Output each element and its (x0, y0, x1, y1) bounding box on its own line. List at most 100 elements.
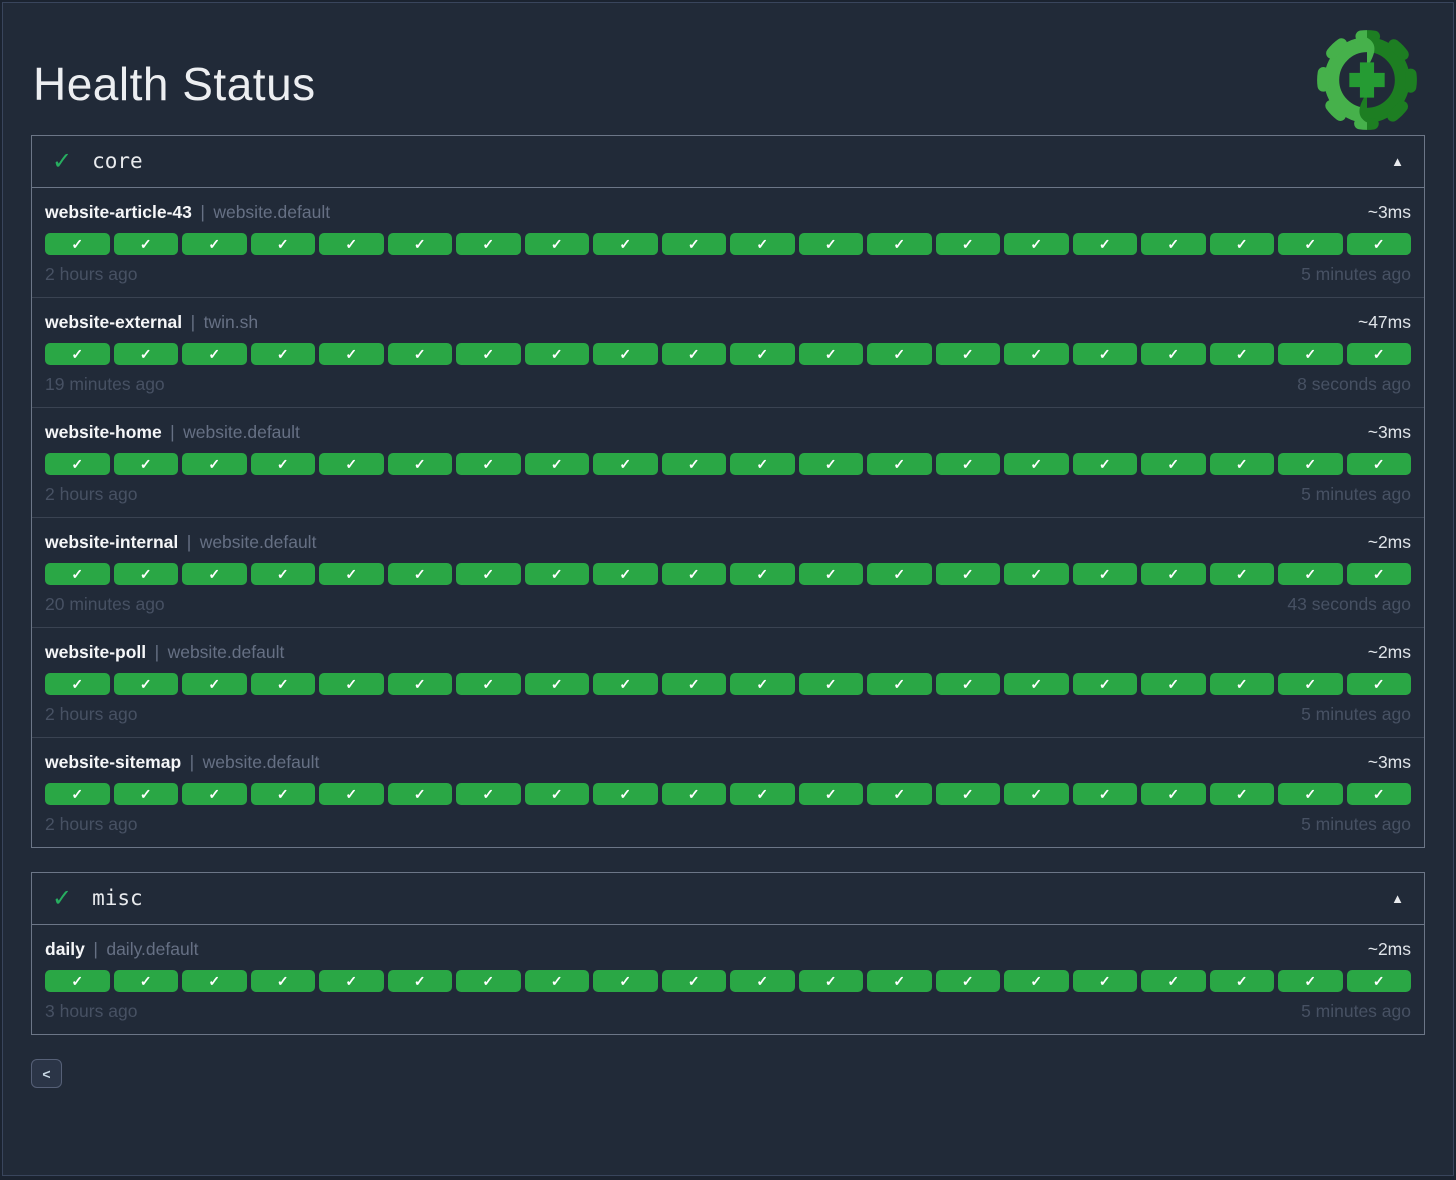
health-check-pill[interactable]: ✓ (1346, 233, 1411, 255)
health-check-pill[interactable]: ✓ (113, 673, 178, 695)
health-check-pill[interactable]: ✓ (1072, 343, 1137, 365)
health-check-pill[interactable]: ✓ (1209, 970, 1274, 992)
health-check-pill[interactable]: ✓ (113, 783, 178, 805)
health-check-pill[interactable]: ✓ (593, 343, 658, 365)
health-check-pill[interactable]: ✓ (935, 233, 1000, 255)
health-check-pill[interactable]: ✓ (387, 673, 452, 695)
health-check-pill[interactable]: ✓ (182, 970, 247, 992)
health-check-pill[interactable]: ✓ (1278, 343, 1343, 365)
health-check-pill[interactable]: ✓ (319, 970, 384, 992)
health-check-pill[interactable]: ✓ (387, 453, 452, 475)
health-check-pill[interactable]: ✓ (456, 783, 521, 805)
health-check-pill[interactable]: ✓ (387, 343, 452, 365)
section-header[interactable]: ✓ core ▲ (32, 136, 1424, 188)
health-check-pill[interactable]: ✓ (387, 563, 452, 585)
health-check-pill[interactable]: ✓ (319, 453, 384, 475)
health-check-pill[interactable]: ✓ (867, 343, 932, 365)
health-check-pill[interactable]: ✓ (182, 233, 247, 255)
health-check-pill[interactable]: ✓ (935, 970, 1000, 992)
health-check-pill[interactable]: ✓ (456, 453, 521, 475)
health-check-pill[interactable]: ✓ (661, 343, 726, 365)
health-check-pill[interactable]: ✓ (1004, 673, 1069, 695)
health-check-pill[interactable]: ✓ (798, 343, 863, 365)
health-check-pill[interactable]: ✓ (182, 783, 247, 805)
health-check-pill[interactable]: ✓ (524, 343, 589, 365)
collapse-all-button[interactable]: < (31, 1059, 62, 1088)
health-check-pill[interactable]: ✓ (593, 783, 658, 805)
health-check-pill[interactable]: ✓ (456, 343, 521, 365)
health-check-pill[interactable]: ✓ (1141, 343, 1206, 365)
health-check-pill[interactable]: ✓ (524, 563, 589, 585)
health-check-pill[interactable]: ✓ (1141, 453, 1206, 475)
health-check-pill[interactable]: ✓ (182, 453, 247, 475)
health-check-pill[interactable]: ✓ (1278, 970, 1343, 992)
health-check-pill[interactable]: ✓ (1278, 233, 1343, 255)
health-check-pill[interactable]: ✓ (1072, 673, 1137, 695)
health-check-pill[interactable]: ✓ (730, 970, 795, 992)
health-check-pill[interactable]: ✓ (1141, 970, 1206, 992)
health-check-pill[interactable]: ✓ (182, 673, 247, 695)
health-check-pill[interactable]: ✓ (1004, 343, 1069, 365)
health-check-pill[interactable]: ✓ (1209, 233, 1274, 255)
health-check-pill[interactable]: ✓ (1209, 563, 1274, 585)
health-check-pill[interactable]: ✓ (730, 343, 795, 365)
health-check-pill[interactable]: ✓ (661, 783, 726, 805)
health-check-pill[interactable]: ✓ (1004, 783, 1069, 805)
health-check-pill[interactable]: ✓ (319, 233, 384, 255)
health-check-pill[interactable]: ✓ (661, 970, 726, 992)
health-check-pill[interactable]: ✓ (867, 453, 932, 475)
health-check-pill[interactable]: ✓ (593, 563, 658, 585)
health-check-pill[interactable]: ✓ (456, 563, 521, 585)
health-check-pill[interactable]: ✓ (661, 673, 726, 695)
health-check-pill[interactable]: ✓ (798, 673, 863, 695)
health-check-pill[interactable]: ✓ (250, 970, 315, 992)
health-check-pill[interactable]: ✓ (1278, 453, 1343, 475)
health-check-pill[interactable]: ✓ (113, 233, 178, 255)
health-check-pill[interactable]: ✓ (935, 343, 1000, 365)
health-check-pill[interactable]: ✓ (113, 343, 178, 365)
health-check-pill[interactable]: ✓ (524, 233, 589, 255)
section-header[interactable]: ✓ misc ▲ (32, 873, 1424, 925)
health-check-pill[interactable]: ✓ (1278, 563, 1343, 585)
health-check-pill[interactable]: ✓ (524, 970, 589, 992)
health-check-pill[interactable]: ✓ (593, 233, 658, 255)
health-check-pill[interactable]: ✓ (730, 233, 795, 255)
health-check-pill[interactable]: ✓ (1141, 783, 1206, 805)
health-check-pill[interactable]: ✓ (798, 453, 863, 475)
health-check-pill[interactable]: ✓ (867, 673, 932, 695)
health-check-pill[interactable]: ✓ (1346, 783, 1411, 805)
health-check-pill[interactable]: ✓ (1072, 970, 1137, 992)
health-check-pill[interactable]: ✓ (1141, 673, 1206, 695)
health-check-pill[interactable]: ✓ (524, 783, 589, 805)
health-check-pill[interactable]: ✓ (798, 783, 863, 805)
health-check-pill[interactable]: ✓ (798, 563, 863, 585)
health-check-pill[interactable]: ✓ (1346, 343, 1411, 365)
health-check-pill[interactable]: ✓ (935, 783, 1000, 805)
health-check-pill[interactable]: ✓ (867, 783, 932, 805)
health-check-pill[interactable]: ✓ (45, 970, 110, 992)
health-check-pill[interactable]: ✓ (1209, 673, 1274, 695)
health-check-pill[interactable]: ✓ (45, 783, 110, 805)
health-check-pill[interactable]: ✓ (1004, 563, 1069, 585)
health-check-pill[interactable]: ✓ (319, 783, 384, 805)
health-check-pill[interactable]: ✓ (867, 970, 932, 992)
health-check-pill[interactable]: ✓ (45, 233, 110, 255)
health-check-pill[interactable]: ✓ (1072, 783, 1137, 805)
health-check-pill[interactable]: ✓ (45, 563, 110, 585)
health-check-pill[interactable]: ✓ (45, 673, 110, 695)
health-check-pill[interactable]: ✓ (593, 970, 658, 992)
health-check-pill[interactable]: ✓ (1346, 453, 1411, 475)
health-check-pill[interactable]: ✓ (1072, 453, 1137, 475)
health-check-pill[interactable]: ✓ (730, 563, 795, 585)
health-check-pill[interactable]: ✓ (45, 343, 110, 365)
collapse-triangle-icon[interactable]: ▲ (1391, 891, 1404, 906)
health-check-pill[interactable]: ✓ (524, 673, 589, 695)
health-check-pill[interactable]: ✓ (593, 453, 658, 475)
health-check-pill[interactable]: ✓ (798, 233, 863, 255)
health-check-pill[interactable]: ✓ (1346, 673, 1411, 695)
health-check-pill[interactable]: ✓ (113, 563, 178, 585)
health-check-pill[interactable]: ✓ (250, 343, 315, 365)
health-check-pill[interactable]: ✓ (387, 783, 452, 805)
health-check-pill[interactable]: ✓ (661, 563, 726, 585)
health-check-pill[interactable]: ✓ (661, 453, 726, 475)
